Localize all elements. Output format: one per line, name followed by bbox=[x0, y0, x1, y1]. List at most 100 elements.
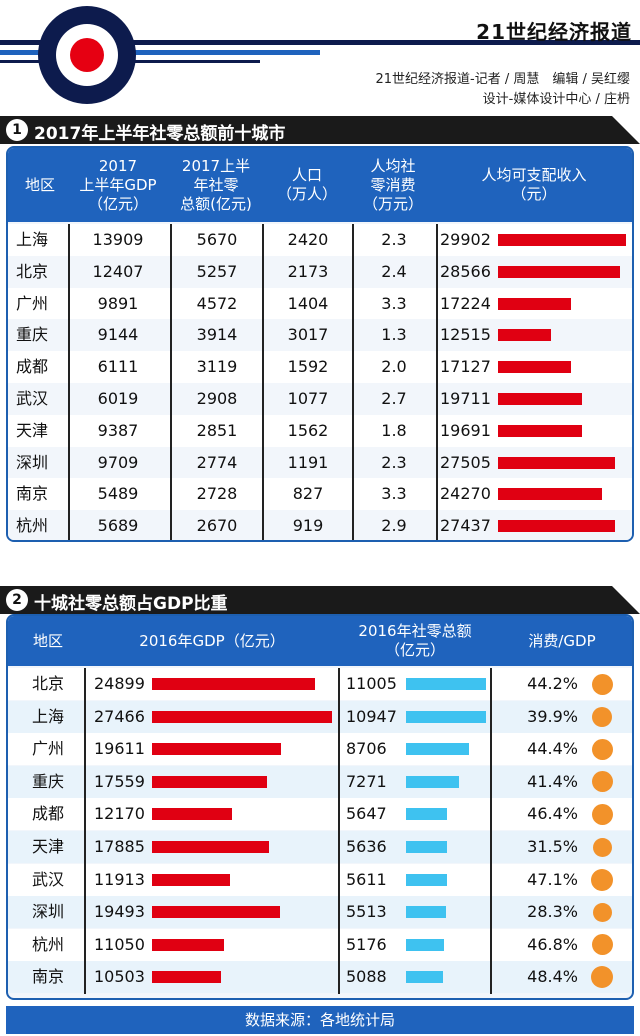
table2-cell-retail: 10947 bbox=[346, 706, 397, 726]
gdp-bar bbox=[152, 938, 224, 951]
table1-cell-per-capita: 2.9 bbox=[381, 516, 407, 536]
table1-cell-retail: 5670 bbox=[196, 230, 238, 249]
table1-cell-retail: 3119 bbox=[196, 357, 238, 377]
table1-cell-income: 27437 bbox=[440, 516, 491, 536]
table2-header: 地区 2016年GDP（亿元） 2016年社零总额 （亿元） 消费/GDP bbox=[8, 616, 632, 666]
table2-cell-ratio: 47.1% bbox=[527, 869, 578, 889]
table-row bbox=[8, 831, 632, 863]
table1-cell-region: 深圳 bbox=[16, 452, 49, 472]
table2-cell-gdp: 11913 bbox=[94, 869, 145, 889]
table-row bbox=[8, 668, 632, 700]
page-header: 21世纪经济报道 21世纪经济报道-记者 / 周慧 编辑 / 吴红缨 设计-媒体… bbox=[0, 0, 640, 112]
retail-bar bbox=[406, 678, 486, 690]
table1-header-population: 人口 （万人） bbox=[276, 166, 337, 203]
table1-cell-retail: 2908 bbox=[196, 389, 238, 408]
table1-cell-population: 1562 bbox=[287, 420, 329, 440]
income-bar bbox=[498, 265, 620, 278]
table1-cell-retail: 2728 bbox=[196, 484, 238, 504]
table2-cell-retail: 5611 bbox=[346, 869, 387, 889]
table1-cell-gdp: 13909 bbox=[92, 230, 144, 249]
table1-header-retail: 2017上半 年社零 总额(亿元) bbox=[180, 156, 252, 213]
retail-bar bbox=[406, 906, 446, 919]
table2-cell-ratio: 46.4% bbox=[527, 804, 578, 824]
gdp-bar bbox=[152, 710, 332, 723]
table2-cell-retail: 7271 bbox=[346, 771, 387, 791]
table1-cell-population: 1592 bbox=[287, 357, 329, 377]
table2-cell-gdp: 24899 bbox=[94, 674, 145, 693]
table1-cell-income: 28566 bbox=[440, 261, 491, 281]
table1-header-income: 人均可支配收入 （元） bbox=[481, 166, 587, 203]
gdp-bar bbox=[152, 743, 281, 756]
retail-bar bbox=[406, 808, 447, 821]
gdp-bar bbox=[152, 906, 280, 919]
table2-cell-gdp: 12170 bbox=[94, 804, 145, 824]
section2-number: 2 bbox=[6, 589, 28, 611]
table1-cell-income: 29902 bbox=[440, 230, 491, 249]
table1-divider bbox=[352, 224, 354, 540]
table1-cell-retail: 2670 bbox=[196, 516, 238, 536]
table2-cell-region: 南京 bbox=[31, 967, 64, 987]
income-bar bbox=[498, 234, 626, 246]
table1-panel: 地区 2017 上半年GDP （亿元） 2017上半 年社零 总额(亿元) 人口… bbox=[6, 146, 634, 542]
table-row bbox=[8, 896, 632, 929]
data-source-footer: 数据来源：各地统计局 bbox=[6, 1006, 634, 1034]
table1-cell-gdp: 5489 bbox=[97, 484, 139, 504]
table1-cell-gdp: 5689 bbox=[97, 516, 139, 536]
table1-cell-gdp: 6019 bbox=[97, 389, 139, 408]
table1-cell-per-capita: 2.7 bbox=[381, 389, 407, 408]
table1-cell-population: 1191 bbox=[287, 452, 329, 472]
table1-cell-income: 19711 bbox=[440, 389, 491, 408]
income-bar bbox=[498, 456, 615, 469]
table1-header-region: 地区 bbox=[24, 175, 55, 194]
retail-bar bbox=[406, 971, 443, 984]
table1-cell-region: 上海 bbox=[16, 230, 49, 249]
table2-cell-retail: 5088 bbox=[346, 967, 387, 987]
table1-cell-per-capita: 2.0 bbox=[381, 357, 407, 377]
ratio-circle bbox=[592, 837, 612, 857]
table1-cell-retail: 2851 bbox=[196, 420, 238, 440]
table1-header-gdp: 2017 上半年GDP （亿元） bbox=[79, 156, 157, 213]
table2-cell-ratio: 28.3% bbox=[527, 902, 578, 922]
table2-cell-gdp: 17885 bbox=[94, 837, 145, 856]
table1-cell-retail: 4572 bbox=[196, 293, 238, 313]
section1-title: 2017年上半年社零总额前十城市 bbox=[34, 124, 286, 144]
table-row bbox=[8, 863, 632, 896]
table2-cell-gdp: 19611 bbox=[94, 739, 145, 759]
table2-header-retail: 2016年社零总额 （亿元） bbox=[358, 622, 472, 659]
table1-cell-population: 2420 bbox=[287, 230, 329, 249]
table2-cell-retail: 5647 bbox=[346, 804, 387, 824]
table1-cell-population: 3017 bbox=[287, 325, 329, 345]
ratio-circle bbox=[591, 868, 613, 891]
ratio-circle bbox=[591, 803, 613, 825]
table1-header-per-capita: 人均社 零消费 （万元） bbox=[362, 156, 423, 213]
income-bar bbox=[498, 520, 615, 533]
table1-cell-per-capita: 2.4 bbox=[381, 261, 407, 281]
table2-cell-ratio: 46.8% bbox=[527, 934, 578, 954]
gdp-bar bbox=[152, 808, 232, 821]
table1-cell-gdp: 9709 bbox=[97, 452, 139, 472]
table1-cell-income: 24270 bbox=[440, 484, 491, 504]
gdp-bar bbox=[152, 841, 269, 853]
section1-number: 1 bbox=[6, 119, 28, 141]
credit-line-2: 设计-媒体设计中心 / 庄枬 bbox=[482, 92, 630, 107]
table1-cell-population: 1404 bbox=[287, 293, 329, 313]
table2-cell-region: 成都 bbox=[31, 804, 64, 824]
gdp-bar bbox=[152, 678, 315, 690]
income-bar bbox=[498, 488, 602, 501]
table1-cell-region: 成都 bbox=[16, 357, 49, 377]
retail-bar bbox=[406, 775, 459, 788]
section2-title: 十城社零总额占GDP比重 bbox=[34, 594, 228, 614]
table1-cell-gdp: 9387 bbox=[97, 420, 139, 440]
table2-cell-region: 重庆 bbox=[31, 771, 64, 791]
table2-cell-region: 广州 bbox=[31, 739, 64, 759]
table1-cell-region: 杭州 bbox=[16, 516, 49, 536]
table1-header: 地区 2017 上半年GDP （亿元） 2017上半 年社零 总额(亿元) 人口… bbox=[8, 148, 632, 222]
table1-cell-income: 12515 bbox=[440, 325, 491, 345]
table1-cell-per-capita: 2.3 bbox=[381, 452, 407, 472]
ratio-circle bbox=[591, 673, 613, 695]
table2-header-ratio: 消费/GDP bbox=[528, 631, 596, 650]
table1-cell-gdp: 9891 bbox=[97, 293, 139, 313]
section2-title-bar: 2 十城社零总额占GDP比重 bbox=[0, 586, 640, 614]
table2-header-gdp: 2016年GDP（亿元） bbox=[139, 631, 285, 650]
table1-cell-region: 广州 bbox=[16, 293, 49, 313]
